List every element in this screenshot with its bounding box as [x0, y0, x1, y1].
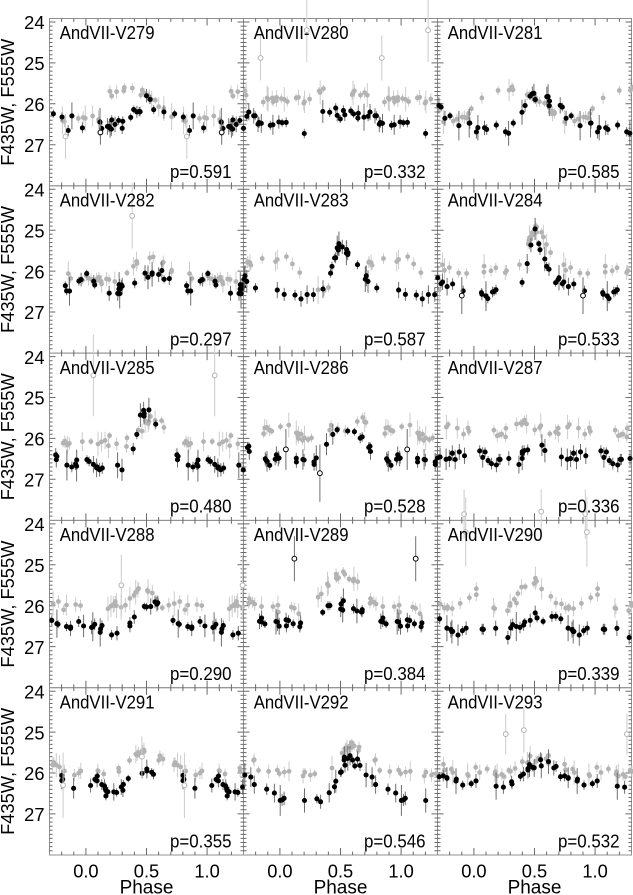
svg-text:26: 26: [24, 429, 44, 450]
svg-text:1.0: 1.0: [194, 861, 219, 882]
svg-text:0.0: 0.0: [461, 861, 486, 882]
svg-text:AndVII-V288: AndVII-V288: [60, 524, 155, 545]
svg-text:26: 26: [24, 763, 44, 784]
svg-text:0.5: 0.5: [328, 861, 353, 882]
svg-text:p=0.336: p=0.336: [558, 496, 620, 517]
svg-text:24: 24: [24, 681, 44, 702]
svg-text:F435W, F555W: F435W, F555W: [0, 707, 18, 835]
svg-text:25: 25: [24, 722, 44, 743]
svg-text:p=0.384: p=0.384: [364, 663, 426, 684]
svg-text:26: 26: [24, 261, 44, 282]
svg-text:AndVII-V282: AndVII-V282: [60, 190, 155, 211]
svg-text:24: 24: [24, 514, 44, 535]
svg-text:p=0.546: p=0.546: [364, 830, 426, 851]
svg-text:p=0.528: p=0.528: [364, 496, 426, 517]
svg-text:p=0.532: p=0.532: [558, 830, 620, 851]
svg-text:1.0: 1.0: [582, 861, 607, 882]
svg-text:F435W, F555W: F435W, F555W: [0, 38, 18, 166]
svg-text:p=0.585: p=0.585: [558, 161, 620, 182]
svg-text:27: 27: [24, 302, 44, 323]
svg-text:AndVII-V281: AndVII-V281: [448, 22, 543, 43]
svg-text:0.5: 0.5: [522, 861, 547, 882]
svg-text:24: 24: [24, 12, 44, 33]
svg-text:AndVII-V285: AndVII-V285: [60, 357, 155, 378]
svg-text:1.0: 1.0: [388, 861, 413, 882]
svg-text:p=0.332: p=0.332: [364, 161, 426, 182]
svg-text:25: 25: [24, 388, 44, 409]
svg-text:26: 26: [24, 94, 44, 115]
svg-text:F435W, F555W: F435W, F555W: [0, 540, 18, 668]
svg-text:25: 25: [24, 555, 44, 576]
svg-text:0.0: 0.0: [267, 861, 292, 882]
svg-text:p=0.290: p=0.290: [170, 663, 232, 684]
svg-text:Phase: Phase: [314, 878, 368, 895]
svg-text:27: 27: [24, 804, 44, 825]
svg-text:25: 25: [24, 53, 44, 74]
svg-text:AndVII-V289: AndVII-V289: [254, 524, 349, 545]
svg-text:AndVII-V287: AndVII-V287: [448, 357, 543, 378]
svg-text:27: 27: [24, 637, 44, 658]
svg-text:AndVII-V293: AndVII-V293: [448, 691, 543, 712]
svg-text:25: 25: [24, 220, 44, 241]
svg-text:F435W, F555W: F435W, F555W: [0, 373, 18, 501]
svg-text:AndVII-V280: AndVII-V280: [254, 22, 349, 43]
svg-text:Phase: Phase: [120, 878, 174, 895]
svg-text:p=0.533: p=0.533: [558, 328, 620, 349]
svg-text:p=0.480: p=0.480: [170, 496, 232, 517]
svg-text:24: 24: [24, 180, 44, 201]
svg-text:AndVII-V283: AndVII-V283: [254, 190, 349, 211]
svg-text:AndVII-V286: AndVII-V286: [254, 357, 349, 378]
svg-text:p=0.355: p=0.355: [170, 830, 232, 851]
svg-text:AndVII-V291: AndVII-V291: [60, 691, 155, 712]
svg-text:p=0.339: p=0.339: [558, 663, 620, 684]
svg-text:0.0: 0.0: [73, 861, 98, 882]
svg-text:26: 26: [24, 596, 44, 617]
svg-text:Phase: Phase: [508, 878, 562, 895]
svg-text:p=0.591: p=0.591: [170, 161, 232, 182]
svg-text:AndVII-V292: AndVII-V292: [254, 691, 349, 712]
svg-text:AndVII-V279: AndVII-V279: [60, 22, 155, 43]
svg-text:24: 24: [24, 347, 44, 368]
svg-text:27: 27: [24, 470, 44, 491]
svg-text:AndVII-V284: AndVII-V284: [448, 190, 543, 211]
svg-text:0.5: 0.5: [134, 861, 159, 882]
svg-text:27: 27: [24, 135, 44, 156]
svg-text:AndVII-V290: AndVII-V290: [448, 524, 543, 545]
svg-text:p=0.587: p=0.587: [364, 328, 426, 349]
svg-text:F435W, F555W: F435W, F555W: [0, 205, 18, 333]
svg-text:p=0.297: p=0.297: [170, 328, 232, 349]
